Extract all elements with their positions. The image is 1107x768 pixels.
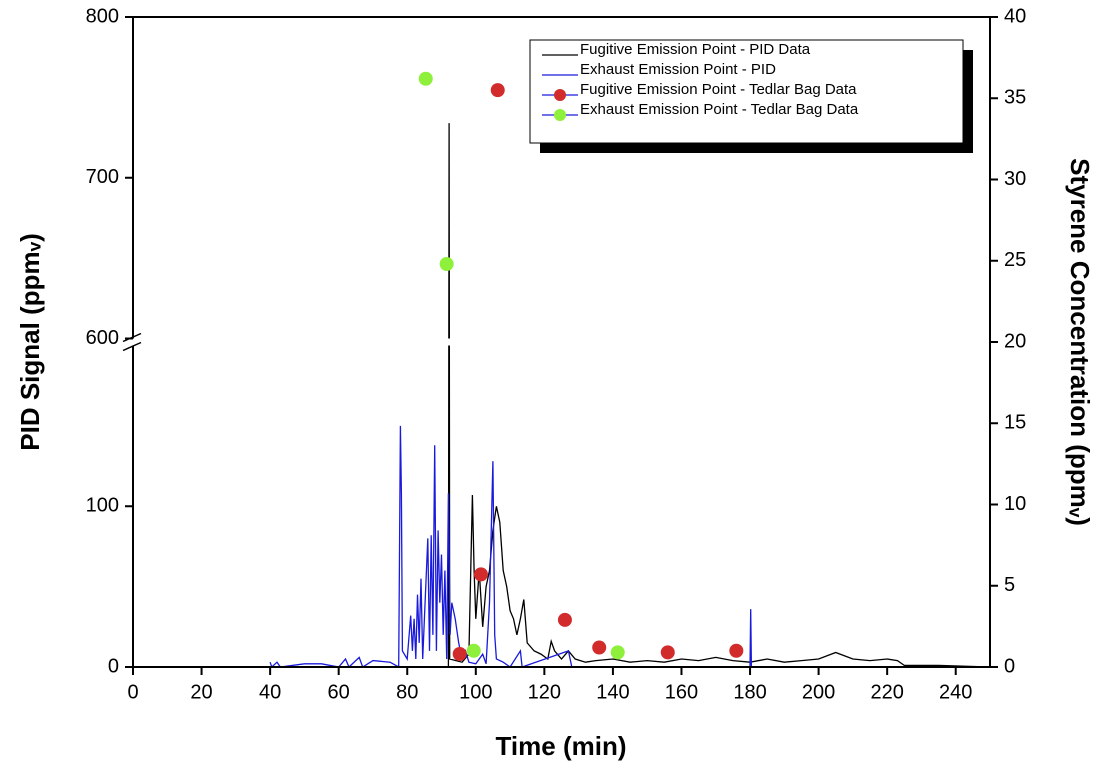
data-point [592,640,607,655]
data-point [490,83,505,98]
x-tick-label: 160 [665,681,698,703]
data-point [418,71,433,86]
y2-tick-label: 30 [1004,168,1026,190]
data-point [729,643,744,658]
line-series [447,123,991,668]
x-tick-label: 140 [596,681,629,703]
y-tick-label: 800 [86,5,119,27]
x-tick-label: 20 [190,681,212,703]
legend-label: Fugitive Emission Point - Tedlar Bag Dat… [580,81,857,98]
data-point [557,612,572,627]
x-tick-label: 240 [939,681,972,703]
y2-tick-label: 0 [1004,655,1015,677]
y2-axis-label: Styrene Concentration (ppmᵥ) [1065,158,1095,526]
x-tick-label: 100 [459,681,492,703]
data-point [660,645,675,660]
y2-tick-label: 15 [1004,412,1026,434]
x-tick-label: 200 [802,681,835,703]
y2-tick-label: 25 [1004,249,1026,271]
x-tick-label: 180 [733,681,766,703]
y2-tick-label: 40 [1004,5,1026,27]
x-tick-label: 40 [259,681,281,703]
legend-label: Exhaust Emission Point - PID [580,61,776,78]
legend-label: Exhaust Emission Point - Tedlar Bag Data [580,101,859,118]
y-tick-label: 100 [86,495,119,517]
y-tick-label: 700 [86,166,119,188]
x-tick-label: 120 [528,681,561,703]
axis-break-gap [121,338,990,346]
legend-marker [554,109,566,121]
x-tick-label: 80 [396,681,418,703]
legend [529,39,964,144]
legend-marker [554,89,566,101]
x-axis-label: Time (min) [496,731,627,761]
y2-tick-label: 5 [1004,574,1015,596]
axis-break-mark [122,341,142,352]
y2-tick-label: 20 [1004,330,1026,352]
y-axis-label: PID Signal (ppmᵥ) [15,233,45,450]
y-tick-label: 0 [108,655,119,677]
x-tick-label: 0 [127,681,138,703]
data-point [473,567,488,582]
y-tick-label: 600 [86,327,119,349]
x-tick-label: 60 [328,681,350,703]
data-point [452,647,467,661]
y2-tick-label: 35 [1004,87,1026,109]
line-series [269,425,757,669]
data-point [466,643,481,658]
legend-label: Fugitive Emission Point - PID Data [580,41,811,58]
x-tick-label: 220 [870,681,903,703]
y2-tick-label: 10 [1004,493,1026,515]
data-point [439,257,454,271]
data-point [610,645,625,660]
